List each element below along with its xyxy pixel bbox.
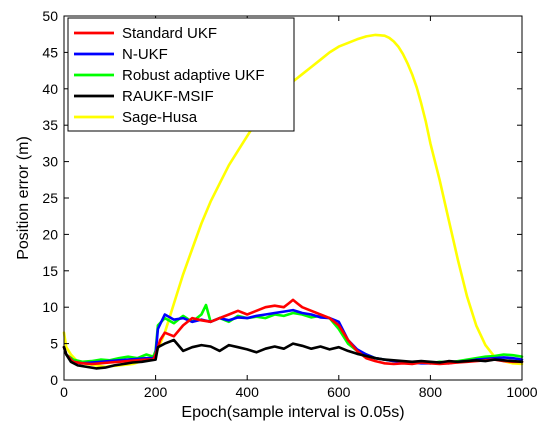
legend-label: RAUKF-MSIF [122, 88, 214, 105]
x-axis-title: Epoch(sample interval is 0.05s) [181, 404, 404, 421]
x-tick-label: 1000 [506, 384, 537, 400]
x-tick-label: 200 [144, 384, 168, 400]
y-tick-label: 0 [50, 372, 58, 388]
y-tick-label: 35 [42, 117, 58, 133]
series-line-standard-ukf [62, 298, 524, 366]
y-tick-label: 25 [42, 190, 58, 206]
x-tick-label: 600 [327, 384, 351, 400]
series-line-raukf-msif [62, 338, 524, 370]
y-tick-label: 20 [42, 226, 58, 242]
y-tick-label: 40 [42, 81, 58, 97]
legend-label: Sage-Husa [122, 109, 198, 126]
y-axis-title: Position error (m) [15, 136, 32, 260]
x-tick-label: 800 [419, 384, 443, 400]
y-tick-label: 45 [42, 44, 58, 60]
y-tick-label: 15 [42, 263, 58, 279]
legend-label: Robust adaptive UKF [122, 67, 265, 84]
legend-label: N-UKF [122, 46, 168, 63]
legend: Standard UKF N-UKF Robust adaptive UKF RAUK… [67, 17, 295, 132]
y-tick-label: 50 [42, 8, 58, 24]
x-tick-label: 400 [236, 384, 260, 400]
legend-label: Standard UKF [122, 25, 217, 42]
axes-layer: 0 200 400 600 800 1000 0 5 10 15 20 25 30 35 40 45 50 [42, 8, 537, 400]
y-tick-label: 10 [42, 299, 58, 315]
y-tick-label: 30 [42, 154, 58, 170]
x-tick-label: 0 [60, 384, 68, 400]
series-layer [62, 33, 524, 370]
y-tick-label: 5 [50, 336, 58, 352]
